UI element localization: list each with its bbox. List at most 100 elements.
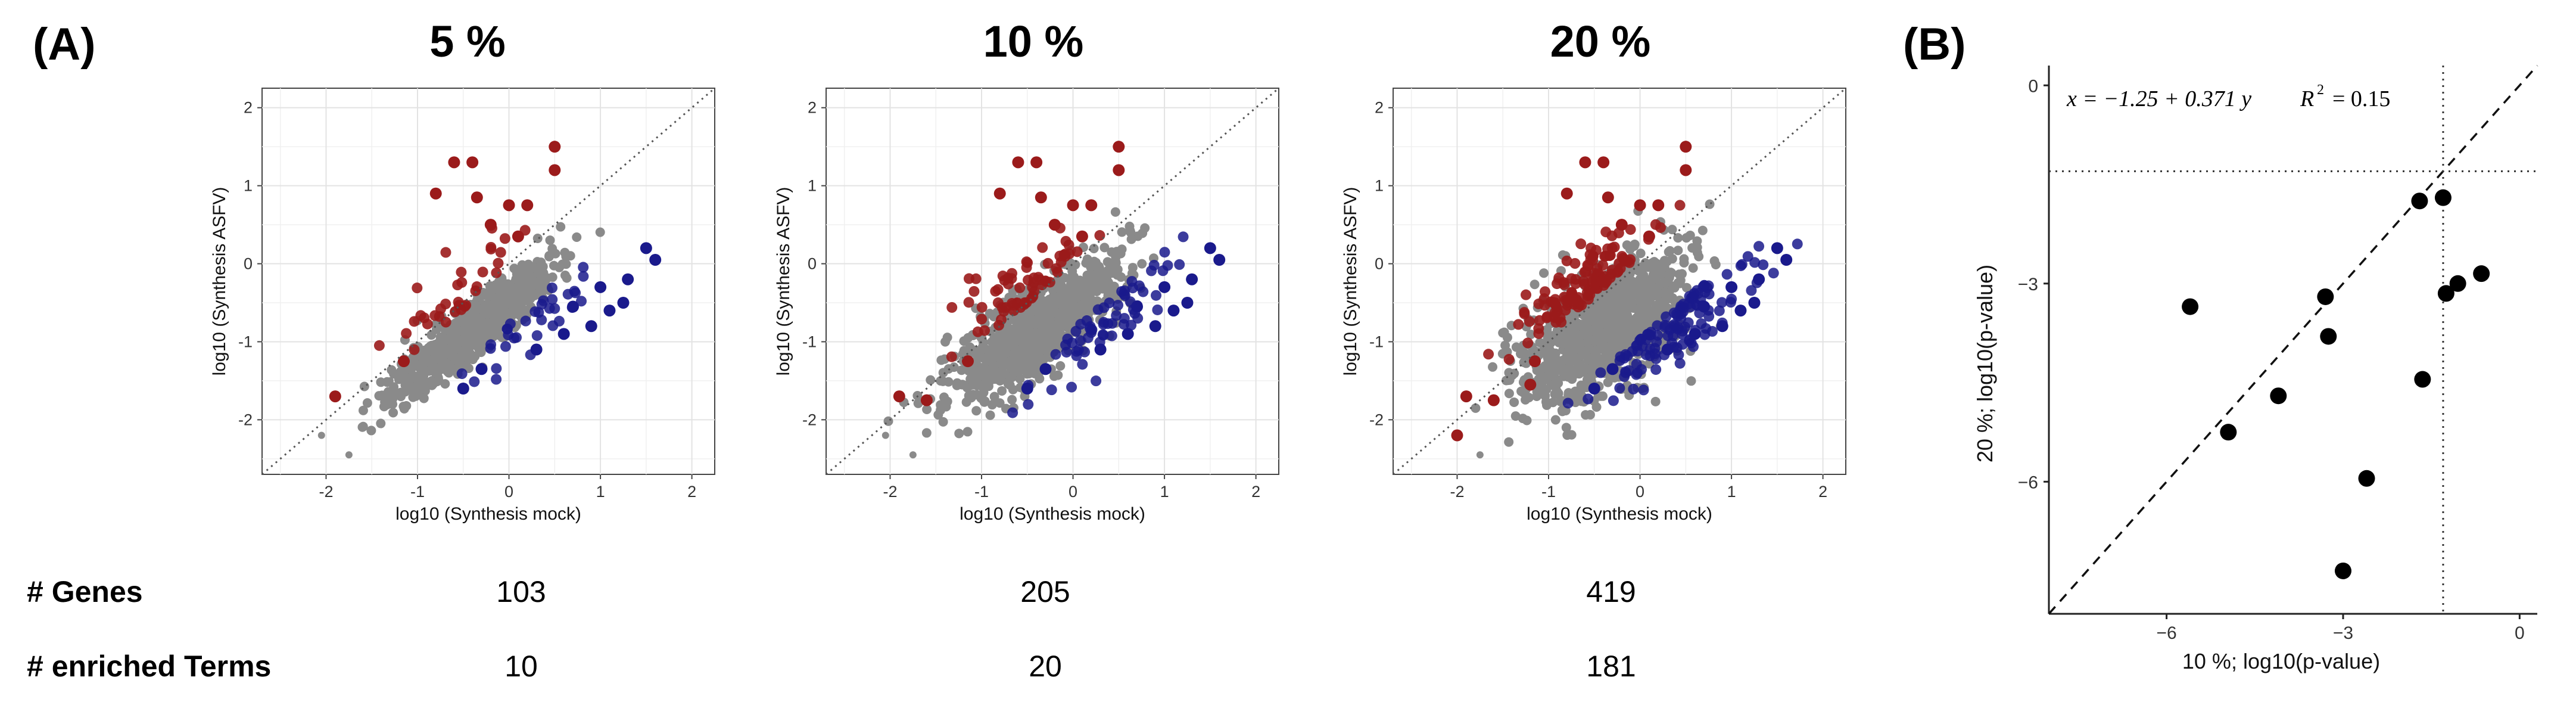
data-point — [2411, 192, 2428, 210]
gray-point — [434, 365, 444, 375]
down-regulated-point — [1127, 282, 1138, 294]
down-regulated-point — [1661, 311, 1672, 322]
gray-point — [1587, 353, 1597, 364]
down-regulated-point — [1039, 363, 1052, 375]
up-regulated-point — [1076, 230, 1088, 243]
down-regulated-point — [1098, 319, 1109, 330]
data-point — [2437, 285, 2454, 302]
r-squared-label: R — [2300, 86, 2314, 111]
down-regulated-point — [1091, 375, 1102, 387]
up-regulated-point — [373, 340, 385, 351]
down-regulated-point — [1562, 397, 1574, 409]
down-regulated-point — [1119, 313, 1130, 324]
data-point — [2270, 387, 2287, 405]
up-regulated-point — [1534, 315, 1545, 326]
up-regulated-point — [1021, 297, 1032, 308]
data-point — [2182, 298, 2199, 315]
gray-point — [942, 333, 952, 343]
down-regulated-point — [520, 315, 531, 327]
up-regulated-point — [429, 187, 442, 200]
gray-point — [1539, 268, 1549, 278]
up-regulated-point — [549, 164, 561, 176]
gray-point — [440, 379, 450, 389]
gray-point — [1125, 226, 1135, 236]
up-regulated-point — [491, 267, 502, 278]
gray-point — [1548, 397, 1558, 408]
down-regulated-point — [578, 271, 589, 282]
down-regulated-point — [1606, 363, 1619, 375]
gray-point — [1582, 345, 1592, 355]
gray-point — [533, 268, 543, 278]
down-regulated-point — [1079, 346, 1091, 358]
down-regulated-point — [1111, 310, 1122, 321]
gray-point — [399, 403, 409, 414]
up-regulated-point — [1602, 243, 1613, 254]
up-regulated-point — [1579, 156, 1591, 169]
down-regulated-point — [485, 343, 496, 354]
gray-point — [389, 369, 399, 379]
y-tick-label: 1 — [808, 177, 817, 195]
down-regulated-point — [1131, 300, 1144, 313]
down-regulated-point — [1148, 260, 1160, 271]
gray-point — [963, 333, 973, 343]
down-regulated-point — [1050, 349, 1061, 360]
gray-point — [922, 404, 932, 414]
gray-point — [983, 367, 993, 377]
y-tick-label: −3 — [2018, 275, 2038, 294]
down-regulated-point — [640, 242, 652, 254]
gray-point — [513, 270, 524, 280]
gray-point — [1555, 396, 1565, 406]
gray-point — [432, 377, 442, 387]
up-regulated-point — [1566, 287, 1577, 298]
up-regulated-point — [968, 285, 980, 297]
up-regulated-point — [477, 266, 488, 278]
gray-point — [1615, 292, 1625, 302]
gray-point — [1029, 334, 1039, 344]
up-regulated-point — [1549, 310, 1560, 322]
up-regulated-point — [1674, 200, 1686, 211]
up-regulated-point — [893, 390, 905, 403]
down-regulated-point — [1178, 231, 1189, 243]
up-regulated-point — [401, 328, 412, 339]
up-regulated-point — [1528, 355, 1541, 368]
gray-point — [562, 273, 572, 283]
up-regulated-point — [1012, 156, 1024, 169]
down-regulated-point — [491, 374, 502, 385]
down-regulated-point — [1717, 297, 1728, 308]
gray-point — [1561, 423, 1571, 433]
down-regulated-point — [567, 300, 580, 313]
gray-point — [1630, 314, 1640, 324]
gray-point — [1662, 277, 1672, 287]
down-regulated-point — [1748, 297, 1761, 309]
gray-point — [1013, 365, 1023, 375]
genes-count-5pct: 103 — [496, 575, 546, 608]
gray-point — [358, 405, 368, 415]
gray-point — [1107, 283, 1117, 293]
up-regulated-point — [1652, 199, 1665, 212]
gray-point — [1099, 243, 1110, 253]
up-regulated-point — [1533, 328, 1544, 339]
down-regulated-point — [1071, 350, 1082, 361]
up-regulated-point — [963, 273, 974, 284]
gray-point — [1488, 362, 1498, 372]
down-regulated-point — [649, 254, 662, 266]
gray-point — [943, 377, 954, 387]
down-regulated-point — [531, 330, 543, 341]
gray-point — [1090, 259, 1100, 269]
x-tick-label: 1 — [1160, 483, 1169, 501]
gray-point — [921, 428, 932, 438]
down-regulated-point — [1725, 297, 1736, 308]
up-regulated-point — [993, 187, 1006, 200]
chart-title-10pct: 10 % — [983, 17, 1084, 66]
down-regulated-point — [576, 296, 587, 307]
gray-point — [1587, 362, 1597, 372]
data-point — [2220, 424, 2237, 441]
down-regulated-point — [1158, 281, 1171, 293]
gray-point — [1534, 377, 1544, 387]
gray-point — [1084, 288, 1094, 299]
panel-b-label: (B) — [1903, 19, 1966, 70]
gray-point — [519, 305, 529, 315]
gray-point — [1029, 319, 1039, 329]
gray-point — [1526, 330, 1536, 340]
down-regulated-point — [1652, 320, 1663, 331]
